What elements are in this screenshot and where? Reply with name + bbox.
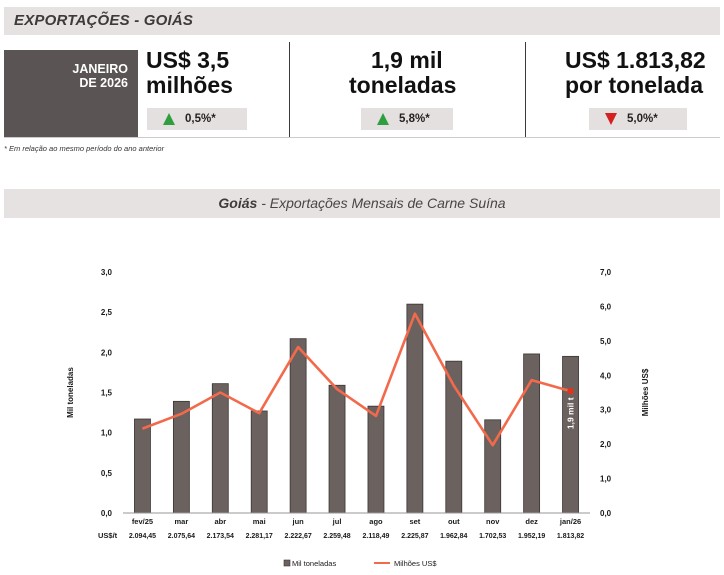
x-tick-label: set (409, 517, 420, 526)
y2-tick-label: 6,0 (600, 302, 612, 311)
kpi-row: JANEIRO DE 2026 US$ 3,5 milhões 0,5%* 1,… (4, 42, 720, 138)
period-label: JANEIRO DE 2026 (72, 62, 128, 90)
kpi-price-change: 5,0%* (627, 113, 658, 125)
x-tick-label: abr (214, 517, 226, 526)
period-line1: JANEIRO (72, 62, 128, 76)
bar (562, 355, 579, 514)
x-tick-label: dez (525, 517, 538, 526)
y2-axis-label: Milhões US$ (641, 368, 650, 416)
bar (134, 418, 151, 514)
period-line2: DE 2026 (79, 76, 128, 90)
bar (172, 400, 190, 514)
price-row-value: 1.952,19 (518, 533, 545, 540)
price-row-value: 2.118,49 (363, 533, 390, 540)
kpi-volume-change-badge: 5,8%* (361, 108, 453, 130)
bar (367, 405, 385, 514)
y2-tick-label: 4,0 (600, 371, 612, 380)
x-tick-label: jun (292, 517, 305, 526)
price-row-label: US$/t (98, 531, 118, 540)
kpi-underline (4, 137, 720, 138)
kpi-value-change-badge: 0,5%* (147, 108, 247, 130)
bar (250, 410, 268, 514)
kpi-value-line2: milhões (146, 72, 233, 98)
arrow-up-icon (163, 113, 175, 125)
chart-title-region: Goiás (218, 195, 258, 211)
y-tick-label: 3,0 (101, 268, 113, 277)
y2-tick-label: 1,0 (600, 475, 612, 484)
y-axis-label: Mil toneladas (66, 367, 75, 418)
y-tick-label: 2,5 (101, 308, 113, 317)
x-tick-label: jan/26 (559, 517, 581, 526)
chart: 0,0 0,5 1,0 1,5 2,0 2,5 3,0 0,0 1,0 2,0 3,0 4,0 5,0 6… (66, 268, 650, 568)
kpi-price-line2: por tonelada (565, 72, 704, 98)
header-band: EXPORTAÇÕES - GOIÁS (4, 7, 720, 35)
price-row-value: 2.225,87 (401, 533, 428, 540)
bar (211, 383, 229, 514)
footnote: * Em relação ao mesmo período do ano ant… (4, 144, 165, 153)
price-row-value: 1.962,84 (440, 533, 467, 540)
y-tick-label: 1,0 (101, 429, 113, 438)
x-tick-label: nov (486, 517, 500, 526)
kpi-value-change: 0,5%* (185, 113, 216, 125)
x-tick-label: jul (332, 517, 342, 526)
y2-tick-label: 2,0 (600, 440, 612, 449)
price-row-value: 2.173,54 (207, 533, 234, 540)
kpi-volume-line1: 1,9 mil (371, 47, 443, 73)
arrow-down-icon (605, 113, 617, 125)
kpi-price-change-badge: 5,0%* (589, 108, 687, 130)
price-row-value: 1.702,53 (479, 533, 506, 540)
bar (523, 353, 541, 514)
kpi-volume-line2: toneladas (349, 72, 457, 98)
kpi-price-line1: US$ 1.813,82 (565, 47, 706, 73)
y2-tick-label: 5,0 (600, 337, 612, 346)
kpi-value-line1: US$ 3,5 (146, 47, 230, 73)
price-row-value: 1.813,82 (557, 533, 584, 540)
y-tick-label: 2,0 (101, 348, 113, 357)
line-end-point (567, 387, 574, 395)
x-tick-label: out (448, 517, 460, 526)
chart-header-band: Goiás - Exportações Mensais de Carne Suí… (4, 189, 720, 218)
y-tick-label: 0,0 (101, 509, 113, 518)
x-tick-label: fev/25 (132, 517, 153, 526)
period-box: JANEIRO DE 2026 (4, 50, 138, 138)
y-tick-label: 1,5 (101, 389, 113, 398)
chart-title: Goiás - Exportações Mensais de Carne Suí… (218, 195, 505, 211)
line-series (141, 312, 571, 447)
bar (406, 303, 424, 514)
price-row-value: 2.259,48 (323, 533, 350, 540)
price-row-value: 2.222,67 (285, 533, 312, 540)
legend-swatch-bars (283, 559, 291, 567)
bar (328, 384, 346, 514)
page-title: EXPORTAÇÕES - GOIÁS (14, 12, 194, 29)
arrow-up-icon (377, 113, 389, 125)
y-tick-label: 0,5 (101, 469, 113, 478)
legend-label: Mil toneladas (292, 559, 336, 568)
kpi-divider (525, 42, 526, 138)
y2-tick-label: 0,0 (600, 509, 612, 518)
x-tick-label: mai (253, 517, 266, 526)
bar-annotation: 1,9 mil t (566, 397, 576, 429)
x-tick-label: mar (174, 517, 188, 526)
y2-tick-label: 3,0 (600, 406, 612, 415)
bar (289, 338, 307, 514)
x-tick-label: ago (369, 517, 383, 526)
price-row-value: 2.075,64 (168, 533, 195, 540)
price-row-value: 2.094,45 (129, 533, 156, 540)
kpi-divider (289, 42, 290, 138)
price-row-value: 2.281,17 (246, 533, 273, 540)
y2-tick-label: 7,0 (600, 268, 612, 277)
kpi-volume-change: 5,8%* (399, 113, 430, 125)
chart-title-rest: - Exportações Mensais de Carne Suína (257, 195, 506, 211)
legend-label: Milhões US$ (394, 559, 437, 568)
